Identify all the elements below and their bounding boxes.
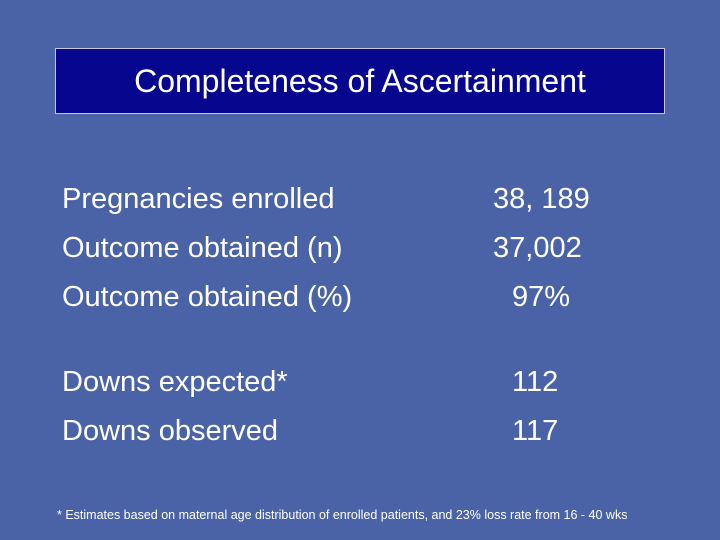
title: Completeness of Ascertainment [55,48,665,114]
row-value: 38, 189 [493,183,590,215]
footnote: * Estimates based on maternal age distri… [57,508,628,522]
row-value: 112 [512,366,559,398]
row-value: 117 [512,415,559,447]
row-label: Outcome obtained (%) [62,281,353,313]
row-label: Downs observed [62,415,278,447]
row-value: 97% [512,281,571,313]
row-label: Pregnancies enrolled [62,183,335,215]
row-value: 37,002 [493,232,582,264]
row-label: Outcome obtained (n) [62,232,343,264]
row-label: Downs expected* [62,366,288,398]
